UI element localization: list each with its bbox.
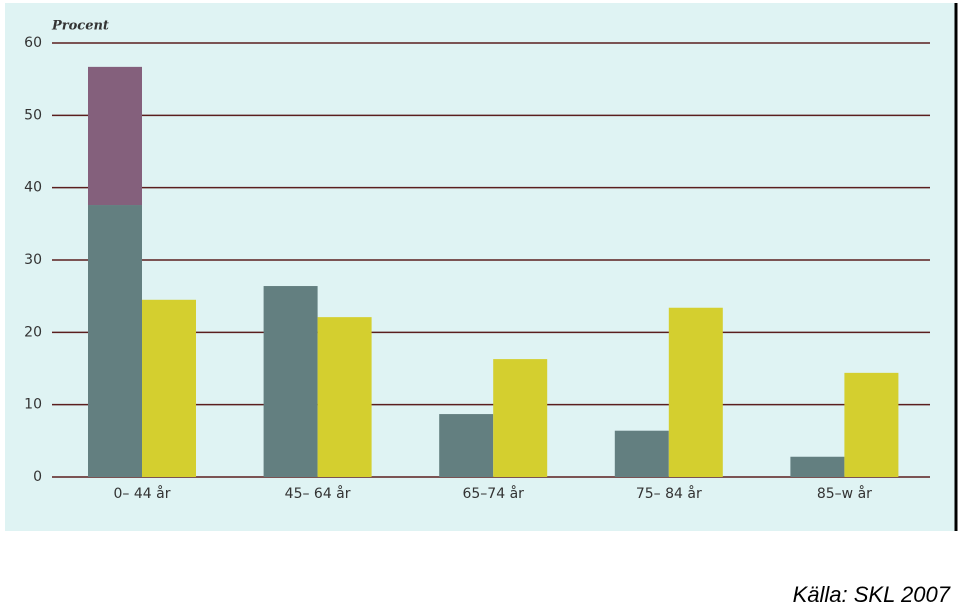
y-tick-label: 20 (24, 324, 42, 340)
y-tick-label: 60 (24, 35, 42, 51)
x-tick-label: 65–74 år (462, 485, 524, 502)
bar (844, 372, 899, 477)
bar (263, 286, 318, 477)
source-note: Källa: SKL 2007 (793, 582, 951, 606)
bar (88, 66, 142, 206)
x-tick-label: 0– 44 år (114, 485, 171, 502)
y-tick-label: 30 (24, 252, 42, 268)
bar (317, 317, 372, 477)
y-tick-label: 40 (24, 180, 42, 196)
bar (439, 414, 494, 477)
bar (142, 299, 196, 477)
bar (88, 205, 142, 477)
x-tick-label: 75– 84 år (636, 485, 702, 502)
bar (790, 456, 845, 477)
x-tick-label: 85–w år (817, 485, 872, 502)
y-tick-label: 0 (33, 469, 42, 485)
bar (493, 359, 548, 477)
y-tick-label: 50 (24, 107, 42, 123)
bar (614, 430, 669, 477)
x-tick-label: 45– 64 år (285, 485, 351, 502)
y-axis-label: Procent (51, 19, 109, 34)
y-tick-label: 10 (24, 397, 42, 413)
bar (668, 307, 723, 477)
